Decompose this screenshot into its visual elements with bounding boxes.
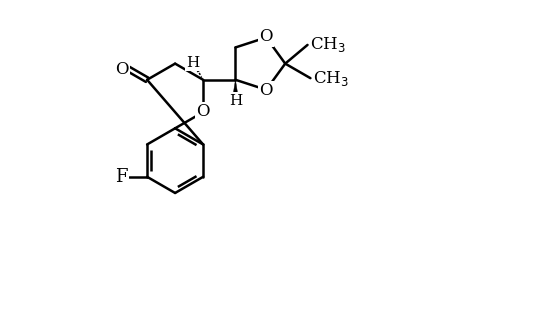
Text: H: H xyxy=(229,94,242,108)
Text: H: H xyxy=(186,56,200,70)
Text: CH$_3$: CH$_3$ xyxy=(310,35,346,54)
Text: CH$_3$: CH$_3$ xyxy=(313,70,349,88)
Text: O: O xyxy=(115,61,129,77)
Text: O: O xyxy=(197,103,210,120)
Text: O: O xyxy=(259,28,273,45)
Text: F: F xyxy=(114,168,127,186)
Polygon shape xyxy=(233,80,238,97)
Text: O: O xyxy=(259,82,273,99)
